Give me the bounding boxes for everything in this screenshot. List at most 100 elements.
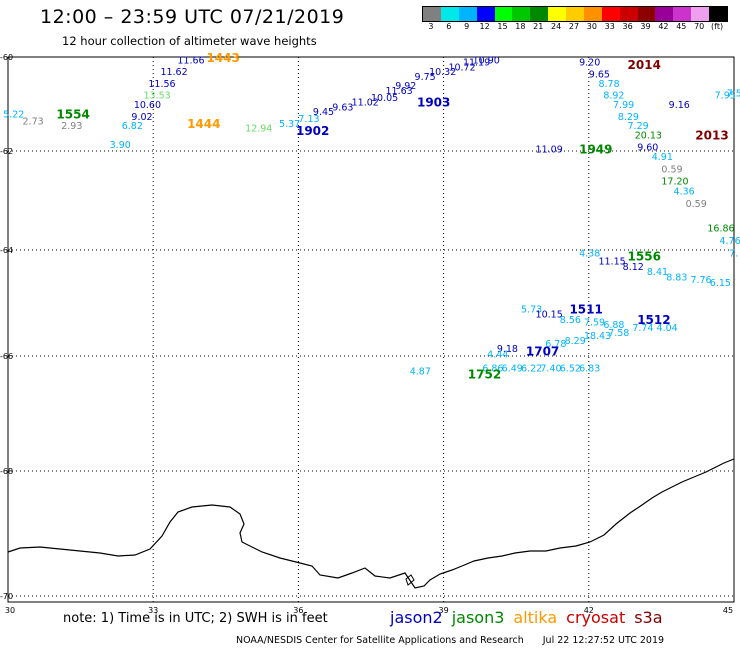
latitude-label: -62 [0,147,13,156]
wave-height-value: 9.02 [131,112,152,123]
wave-height-value: 6.88 [603,320,624,331]
map-title: 12:00 – 23:59 UTC 07/21/2019 [40,6,345,28]
wave-height-value: 6.22 [521,364,542,375]
wave-height-value: 11.09 [536,145,563,156]
wave-height-value: 6.82 [122,121,143,132]
lat-lon-grid [8,57,734,602]
latitude-label: -68 [0,467,13,476]
scale-swatch [423,7,441,21]
longitude-label: 42 [584,606,594,615]
map-frame [7,56,735,603]
scale-tick-label: 33 [604,22,615,31]
wave-height-value: 2.73 [23,116,44,127]
wave-height-value: 10.72 [448,62,475,73]
pass-time-label: 1903 [417,96,450,110]
wave-height-value: 8.12 [623,262,644,273]
wave-height-value: 16.86 [707,224,734,235]
wave-height-value: 11.02 [352,98,379,109]
pass-time-labels: 1443 1554 1444 1902 1903 2014 2013 1949 1556 1511… [56,51,728,381]
scale-swatch [566,7,584,21]
scale-tick-label: 45 [676,22,687,31]
wave-height-value: 11.62 [160,67,187,78]
scale-swatch [530,7,549,21]
credit-text: NOAA/NESDIS Center for Satellite Applica… [236,635,524,646]
wave-height-value: 10.15 [536,310,563,321]
coastline-inlet-path [405,574,415,586]
wave-height-value: 8.41 [647,267,668,278]
generated-timestamp: Jul 22 12:27:52 UTC 2019 [542,635,665,646]
longitude-label: 36 [293,606,303,615]
scale-tick-label: (ft) [711,22,724,31]
longitude-label: 30 [5,606,15,615]
pass-time-label: 1556 [628,249,661,263]
wave-height-value: 7.52 [727,88,740,99]
wave-height-value: 9.75 [415,72,436,83]
wave-height-value: 7. [729,249,738,260]
wave-height-value: 0.59 [686,199,707,210]
wave-height-value: 7.95 [715,91,736,102]
latitude-label: -64 [0,246,13,255]
scale-swatch [619,7,638,21]
wave-height-value: 8.29 [565,336,586,347]
wave-height-value: 4.91 [652,152,673,163]
wave-height-value: 7.99 [613,100,634,111]
wave-height-value: 6.49 [502,364,523,375]
latitude-label: -70 [0,592,13,601]
scale-swatch [601,7,620,21]
wave-height-value: 11.63 [386,86,413,97]
wave-height-value: 9.45 [313,107,334,118]
scale-swatch [494,7,513,21]
longitude-label: 33 [148,606,158,615]
scale-swatch [691,7,709,21]
pass-time-label: 1752 [468,367,501,381]
wave-height-value: 7.13 [298,114,319,125]
wave-height-value: 9.60 [637,142,658,153]
wave-height-value: 4.36 [674,187,695,198]
satellite-legend-altika: altika [513,608,558,627]
footnote: note: 1) Time is in UTC; 2) SWH is in fe… [63,611,328,626]
wave-height-value: 4.87 [410,366,431,377]
coastline-path [7,458,735,589]
scale-tick-label: 9 [464,22,470,31]
pass-time-label: 1902 [296,124,329,138]
pass-time-label: 1554 [56,107,89,121]
wave-height-value: 7.74 [632,323,653,334]
scale-swatch [440,7,459,21]
wave-height-value: 6.15 [710,278,731,289]
wave-height-value: 5.37 [279,119,300,130]
wave-height-value: 7.40 [540,364,561,375]
wave-height-value: 7.76 [690,275,711,286]
scale-tick-label: 39 [640,22,651,31]
wave-height-value: 7.29 [628,121,649,132]
pass-time-label: 1707 [526,345,559,359]
wave-height-value: 10.05 [371,93,398,104]
wave-height-value: 20.13 [635,131,662,142]
wave-height-value: 7.58 [608,328,629,339]
wave-height-value: 18.43 [584,331,611,342]
wave-height-value: 4.04 [657,323,678,334]
pass-time-label: 1443 [206,51,239,65]
footer-credit: NOAA/NESDIS Center for Satellite Applica… [236,635,664,646]
wave-height-value: 5.22 [3,109,24,120]
wave-height-value: 9.92 [395,81,416,92]
wave-height-value: 5.73 [521,304,542,315]
scale-tick-label: 27 [568,22,580,31]
wave-height-value: 7.59 [584,318,605,329]
pass-time-label: 1512 [637,313,670,327]
wave-height-value: 13.53 [144,91,171,102]
scale-tick-label: 18 [515,22,526,31]
satellite-legend-jason2: jason2 [390,608,443,627]
satellite-legend-cryosat: cryosat [566,608,626,627]
wave-height-value: 3.90 [110,140,131,151]
scale-swatch [637,7,656,21]
satellite-legend-s3a: s3a [634,608,663,627]
scale-tick-label: 30 [586,22,597,31]
axis-labels: 30 33 36 39 42 45 -60 -62 -64 -66 -68 -70 [0,53,733,615]
longitude-label: 39 [439,606,449,615]
pass-time-label: 1511 [569,302,602,316]
color-scale-tick-labels: 3 6 9 12 15 18 21 24 27 30 33 36 39 42 45 70 (ft) [422,22,726,34]
scale-swatch [548,7,566,21]
wave-height-value: 8.92 [603,91,624,102]
latitude-label: -60 [0,53,13,62]
